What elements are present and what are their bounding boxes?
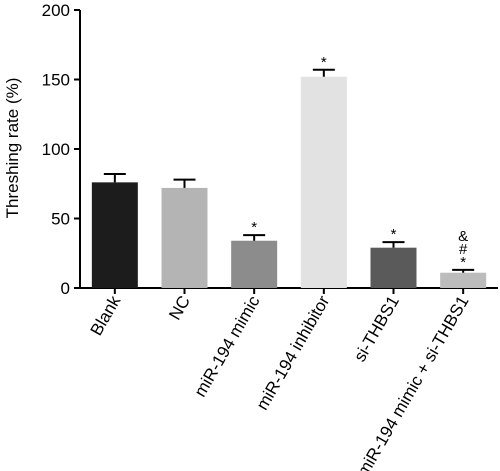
bar (370, 247, 417, 288)
significance-marker: & (458, 228, 468, 245)
bar (161, 187, 208, 288)
significance-marker: * (460, 254, 466, 271)
significance-marker: * (251, 219, 257, 236)
x-tick-label: Blank (87, 292, 125, 339)
bars: ****#& (91, 54, 487, 288)
y-axis-label: Threshing rate (%) (3, 78, 22, 219)
y-tick-label: 150 (42, 71, 70, 90)
y-tick-label: 100 (42, 140, 70, 159)
significance-marker: * (321, 54, 327, 71)
x-tick-label: miR-194 mimic (191, 292, 264, 400)
x-tick-label: si-THBS1 (350, 293, 403, 365)
x-tick-label: miR-194 inhibitor (253, 292, 334, 413)
y-tick-label: 50 (51, 210, 70, 229)
bar (231, 240, 278, 288)
bar (91, 182, 138, 288)
significance-marker: # (459, 241, 468, 258)
x-tick-label: NC (165, 293, 194, 324)
y-tick-label: 200 (42, 1, 70, 20)
bar (300, 76, 347, 288)
y-axis: 0 50 100 150 200 (42, 1, 81, 298)
significance-marker: * (391, 226, 397, 243)
bar (440, 272, 487, 288)
y-tick-label: 0 (61, 279, 70, 298)
